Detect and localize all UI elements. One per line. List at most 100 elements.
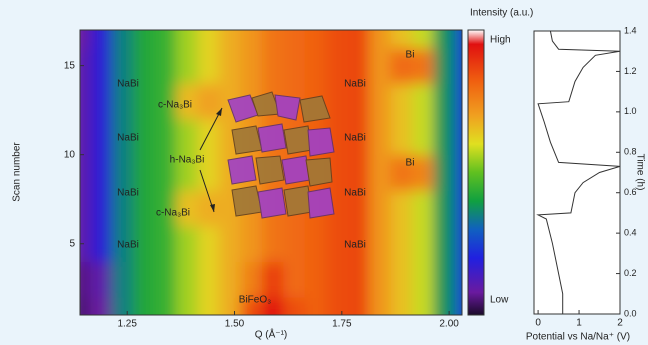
heat-cell [369, 47, 391, 84]
polyhedron [308, 128, 334, 156]
annotation: NaBi [344, 188, 366, 199]
polyhedron [228, 156, 256, 184]
heat-cell [283, 47, 305, 84]
heat-cell [305, 261, 327, 298]
heat-cell [369, 119, 391, 156]
heat-cell [434, 225, 456, 262]
x-tick-label: 0 [535, 318, 541, 329]
heat-cell [198, 225, 220, 262]
annotation: c-Na₃Bi [158, 100, 192, 111]
heat-cell [112, 261, 134, 298]
heat-cell [240, 225, 262, 262]
heat-cell [434, 47, 456, 84]
colorbar [468, 30, 484, 315]
heat-cell [176, 119, 198, 156]
colorbar-low: Low [490, 295, 509, 306]
heat-cell [391, 119, 413, 156]
heat-cell [176, 261, 198, 298]
heat-cell [348, 154, 370, 191]
y-tick-label: 1.4 [624, 25, 637, 35]
y-tick-label: 1.0 [624, 106, 637, 116]
heat-cell [434, 261, 456, 298]
heat-cell [240, 47, 262, 84]
heat-cell [369, 83, 391, 120]
heat-cell [412, 47, 434, 84]
heat-cell [305, 225, 327, 262]
x-axis-label: Potential vs Na/Na⁺ (V) [526, 332, 630, 343]
y-tick-label: 10 [64, 149, 76, 160]
annotation: h-Na₃Bi [170, 155, 205, 166]
heat-cell [155, 47, 177, 84]
annotation: BiFeO₃ [239, 295, 271, 306]
polyhedron [275, 95, 300, 120]
annotation: NaBi [117, 188, 139, 199]
x-tick-label: 1 [576, 318, 582, 329]
annotation: NaBi [344, 133, 366, 144]
y-tick-label: 0.4 [624, 228, 637, 238]
heat-cell [198, 261, 220, 298]
y-axis-label: Scan number [12, 142, 23, 202]
heat-cell [240, 261, 262, 298]
heat-cell [305, 47, 327, 84]
heat-cell [262, 225, 284, 262]
annotation: Bi [406, 50, 415, 61]
heat-cell [90, 47, 112, 84]
heat-cell [90, 261, 112, 298]
heat-cell [369, 154, 391, 191]
heat-cell [283, 225, 305, 262]
annotation: NaBi [344, 240, 366, 251]
y-tick-label: 15 [64, 60, 76, 71]
heat-cell [219, 225, 241, 262]
heat-cell [219, 47, 241, 84]
heat-cell [112, 154, 134, 191]
heat-cell [412, 154, 434, 191]
heat-cell [391, 225, 413, 262]
heat-cell [176, 225, 198, 262]
heat-cell [90, 154, 112, 191]
annotation: NaBi [117, 79, 139, 90]
heat-cell [90, 119, 112, 156]
annotation: NaBi [344, 79, 366, 90]
heat-cell [412, 190, 434, 227]
heat-cell [155, 119, 177, 156]
heat-cell [391, 83, 413, 120]
heat-cell [434, 154, 456, 191]
y-axis-label: Time (h) [634, 154, 645, 191]
heat-cell [262, 261, 284, 298]
heat-cell [90, 190, 112, 227]
colorbar-label: Intensity (a.u.) [470, 8, 533, 19]
heat-cell [412, 225, 434, 262]
heat-cell [369, 190, 391, 227]
heat-cell [391, 190, 413, 227]
polyhedron [284, 186, 312, 216]
heat-cell [133, 261, 155, 298]
heat-cell [155, 261, 177, 298]
polyhedron [258, 188, 286, 218]
y-tick-label: 0.2 [624, 268, 637, 278]
polyhedron [306, 158, 332, 186]
heat-cell [198, 119, 220, 156]
heat-cell [348, 261, 370, 298]
polyhedron [232, 186, 262, 216]
heat-cell [412, 83, 434, 120]
heat-cell [412, 119, 434, 156]
polyhedron [258, 124, 286, 152]
heat-cell [434, 119, 456, 156]
x-tick-label: 1.25 [117, 319, 137, 330]
plot-frame [534, 31, 620, 314]
y-tick-label: 0.6 [624, 187, 637, 197]
heat-cell [369, 261, 391, 298]
colorbar-high: High [490, 35, 511, 46]
heat-cell [434, 190, 456, 227]
heat-cell [155, 225, 177, 262]
x-tick-label: 2 [617, 318, 623, 329]
annotation: c-Na₃Bi [156, 208, 190, 219]
heat-cell [434, 83, 456, 120]
page: Intensity (a.u.) High Low Q (Å⁻¹) Scan n… [0, 0, 648, 345]
polyhedron [256, 156, 284, 184]
x-axis-label: Q (Å⁻¹) [255, 328, 288, 341]
x-tick-label: 1.50 [225, 319, 245, 330]
heat-cell [90, 83, 112, 120]
heat-cell [176, 47, 198, 84]
annotation: NaBi [117, 133, 139, 144]
